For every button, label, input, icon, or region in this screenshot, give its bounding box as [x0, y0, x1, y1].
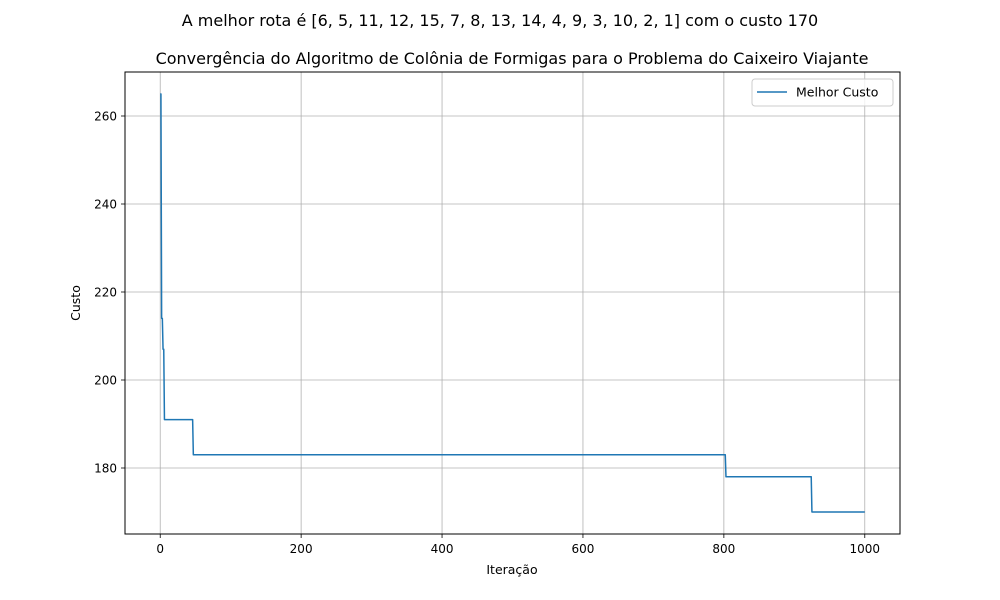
x-tick-label: 1000 [849, 542, 880, 556]
series-layer [160, 93, 865, 513]
plot-frame [124, 71, 901, 535]
x-tick-label: 600 [572, 542, 595, 556]
y-tick-label: 200 [94, 374, 117, 388]
legend: Melhor Custo [751, 78, 894, 107]
y-tick-label: 240 [94, 198, 117, 212]
y-axis: 180 200 220 240 260 [94, 110, 125, 476]
chart-title: Convergência do Algoritmo de Colônia de … [156, 49, 869, 68]
series-line-melhor-custo [160, 93, 865, 513]
y-tick-label: 260 [94, 110, 117, 124]
x-tick-label: 200 [290, 542, 313, 556]
grid [125, 72, 900, 534]
legend-label: Melhor Custo [796, 85, 878, 100]
x-tick-label: 800 [712, 542, 735, 556]
x-tick-label: 400 [431, 542, 454, 556]
y-tick-label: 220 [94, 286, 117, 300]
x-tick-label: 0 [156, 542, 164, 556]
figure-suptitle: A melhor rota é [6, 5, 11, 12, 15, 7, 8,… [182, 11, 818, 30]
y-axis-label: Custo [68, 285, 83, 321]
x-axis: 0 200 400 600 800 1000 [156, 534, 880, 556]
y-tick-label: 180 [94, 462, 117, 476]
legend-box [751, 78, 894, 107]
x-axis-label: Iteração [486, 562, 537, 577]
